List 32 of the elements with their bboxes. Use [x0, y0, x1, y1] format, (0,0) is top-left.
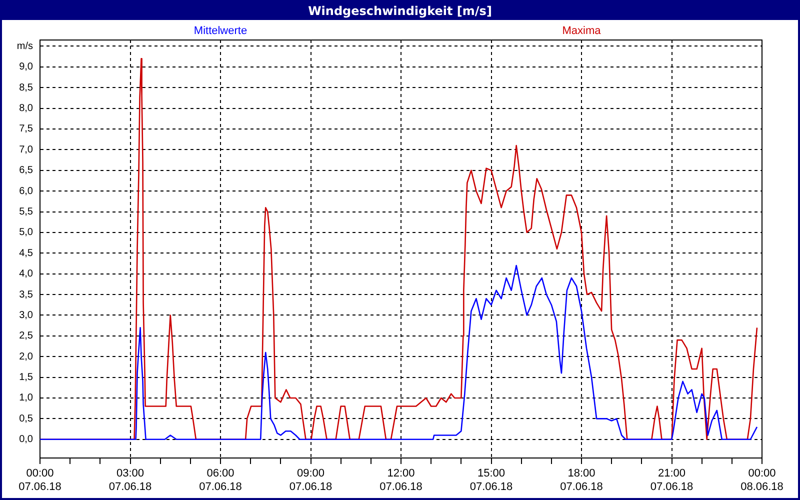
y-tick-label: 6,0: [19, 186, 34, 197]
x-tick-label: 21:00 07.06.18: [650, 468, 694, 493]
x-tick-label: 00:00 07.06.18: [18, 468, 62, 493]
y-tick-label: 7,5: [19, 124, 34, 135]
x-tick-label: 06:00 07.06.18: [199, 468, 242, 493]
y-tick-label: 0,5: [19, 413, 34, 424]
y-tick-label: 9,0: [19, 62, 34, 73]
y-tick-label: 3,0: [19, 310, 34, 321]
y-tick-label: 2,5: [19, 330, 34, 342]
y-tick-label: 7,0: [19, 144, 34, 156]
text: Maxima: [562, 25, 602, 38]
y-tick-label: 5,0: [19, 227, 34, 238]
y-tick-label: 4,5: [19, 248, 34, 259]
y-tick-label: 8,5: [19, 82, 34, 94]
x-tick-label: 09:00 07.06.18: [289, 468, 332, 493]
y-tick-label: 4,0: [19, 268, 34, 280]
y-tick-label: 3,5: [19, 289, 34, 300]
y-tick-label: 6,5: [19, 165, 34, 176]
y-tick-label: 2,0: [19, 351, 34, 362]
text: Mittelwerte: [194, 25, 248, 38]
x-tick-label: 12:00 07.06.18: [380, 468, 422, 493]
y-tick-label: 1,0: [19, 392, 34, 404]
x-tick-label: 18:00 07.06.18: [560, 468, 603, 493]
chart-title: Windgeschwindigkeit [m/s]: [2, 2, 798, 20]
y-tick-label: 5,5: [19, 206, 34, 218]
y-tick-label: 8,0: [19, 103, 34, 114]
y-tick-label: 0,0: [19, 434, 34, 446]
x-tick-label: 15:00 07.06.18: [470, 468, 513, 493]
x-tick-label: 00:00 08.06.18: [740, 468, 784, 493]
x-tick-label: 03:00 07.06.18: [108, 468, 152, 493]
y-tick-label: 1,5: [19, 372, 34, 384]
y-tick-label: m/s: [16, 40, 33, 52]
